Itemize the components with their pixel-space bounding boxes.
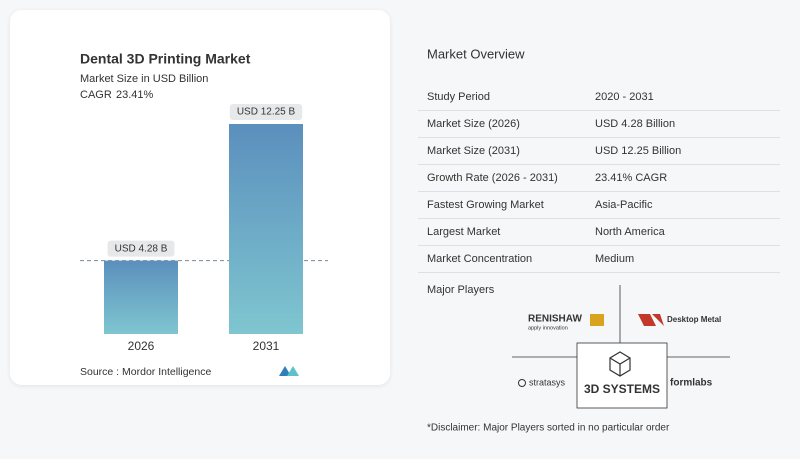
row-value: North America: [595, 226, 666, 238]
logo-desktop-metal: Desktop Metal: [667, 315, 721, 324]
row-label: Largest Market: [427, 226, 500, 238]
source: Source : Mordor Intelligence: [80, 366, 211, 378]
row-value: Asia-Pacific: [595, 199, 653, 211]
value-label-box: [229, 104, 303, 120]
overview-title: Market Overview: [427, 46, 525, 61]
source-logo: [279, 366, 299, 376]
logo-3d-systems: 3D SYSTEMS: [584, 382, 660, 396]
row-value: Medium: [595, 253, 634, 265]
stratasys-mark: [518, 379, 526, 387]
row-label: Market Concentration: [427, 253, 532, 265]
bar: [229, 124, 303, 334]
row-value: 2020 - 2031: [595, 91, 654, 103]
overview-table: Study Period 2020 - 2031 Market Size (2026…: [418, 91, 780, 273]
row-label: Fastest Growing Market: [427, 199, 544, 211]
row-value: USD 4.28 Billion: [595, 118, 675, 130]
chart-title: Dental 3D Printing Market: [80, 51, 251, 67]
disclaimer: *Disclaimer: Major Players sorted in no …: [427, 423, 670, 434]
value-label: USD 12.25 B: [237, 107, 296, 118]
renishaw-mark: [590, 314, 604, 326]
logo-renishaw-tag: apply innovation: [528, 325, 568, 331]
cagr-value: 23.41%: [116, 89, 154, 101]
row-label: Study Period: [427, 91, 490, 103]
row-value: 23.41% CAGR: [595, 172, 667, 184]
players-title: Major Players: [427, 284, 495, 296]
x-tick-label: 2031: [253, 339, 280, 353]
row-label: Market Size (2026): [427, 118, 520, 130]
value-label-box: [107, 240, 175, 257]
cagr-label: CAGR: [80, 89, 112, 101]
bar: [104, 260, 178, 334]
logo-stratasys: stratasys: [529, 377, 566, 387]
row-label: Growth Rate (2026 - 2031): [427, 172, 558, 184]
desktop-metal-mark: [638, 314, 664, 326]
x-tick-label: 2026: [128, 339, 155, 353]
chart-subtitle: Market Size in USD Billion: [80, 73, 208, 85]
logo-renishaw: RENISHAW: [528, 314, 582, 325]
logo-formlabs: formlabs: [670, 378, 713, 389]
row-label: Market Size (2031): [427, 145, 520, 157]
chart: USD 4.28 B 2026 USD 12.25 B 2031: [80, 104, 328, 353]
logo-icon-3d: [609, 351, 631, 377]
row-value: USD 12.25 Billion: [595, 145, 681, 157]
value-label: USD 4.28 B: [115, 243, 168, 254]
